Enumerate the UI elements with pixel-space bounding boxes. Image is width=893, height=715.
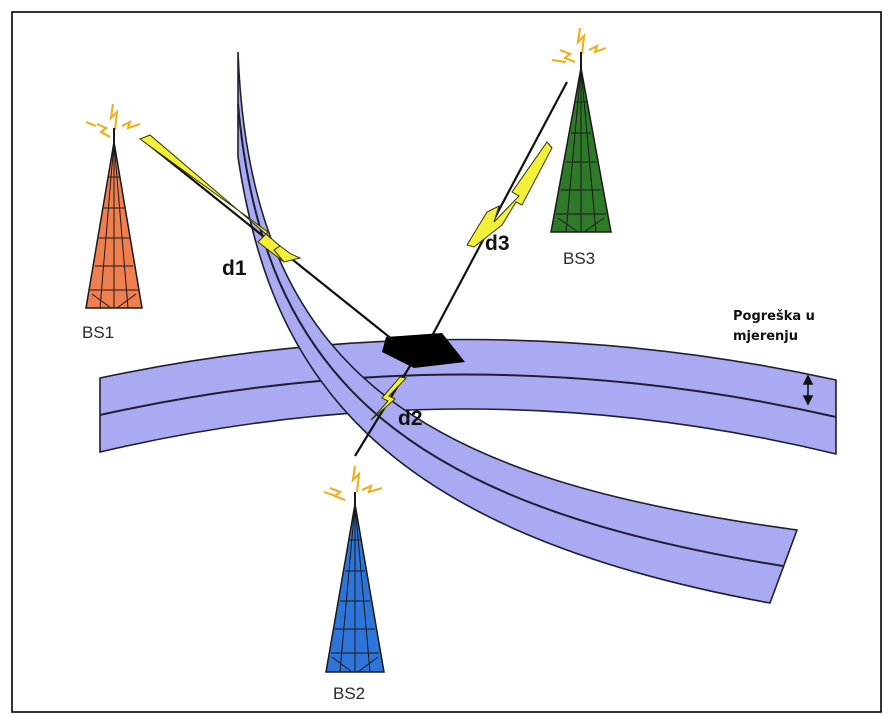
distance-label-d1: d1 bbox=[222, 257, 247, 280]
range-band-bs3 bbox=[237, 51, 799, 604]
distance-label-d2: d2 bbox=[398, 407, 423, 430]
signal-d2 bbox=[354, 365, 411, 457]
antenna-spark-icon bbox=[551, 27, 607, 64]
range-band-bs2-centerline bbox=[99, 373, 837, 418]
lightning-bolt-d1-tail bbox=[273, 245, 302, 263]
station-label-bs3: BS3 bbox=[563, 249, 595, 268]
tower-bs2: BS2 bbox=[323, 465, 385, 703]
tower-bs1-lattice bbox=[90, 141, 138, 309]
range-band-bs3-centerline bbox=[237, 103, 784, 567]
range-band-bs2-area bbox=[99, 338, 837, 456]
signal-line-d3 bbox=[431, 81, 568, 337]
range-band-bs3-area bbox=[237, 51, 799, 604]
tower-bs1: BS1 bbox=[82, 103, 143, 342]
lightning-bolt-d2 bbox=[370, 376, 408, 421]
station-label-bs2: BS2 bbox=[333, 684, 365, 703]
station-label-bs1: BS1 bbox=[82, 323, 114, 342]
lightning-bolt-d3 bbox=[466, 141, 553, 248]
error-label-line2: mjerenju bbox=[733, 329, 798, 344]
error-label-line1: Pogreška u bbox=[733, 309, 815, 324]
tower-bs3: BS3 bbox=[550, 27, 612, 268]
range-band-bs2 bbox=[99, 338, 837, 456]
signal-d3 bbox=[431, 81, 568, 337]
tower-bs2-lattice bbox=[331, 503, 379, 673]
intersection-area bbox=[382, 333, 465, 368]
antenna-spark-icon bbox=[323, 465, 383, 502]
distance-label-d3: d3 bbox=[485, 232, 510, 255]
signal-d1 bbox=[138, 134, 394, 341]
tower-bs3-lattice bbox=[556, 67, 606, 233]
antenna-spark-icon bbox=[85, 103, 141, 138]
double-arrow-vertical-icon bbox=[802, 374, 814, 406]
